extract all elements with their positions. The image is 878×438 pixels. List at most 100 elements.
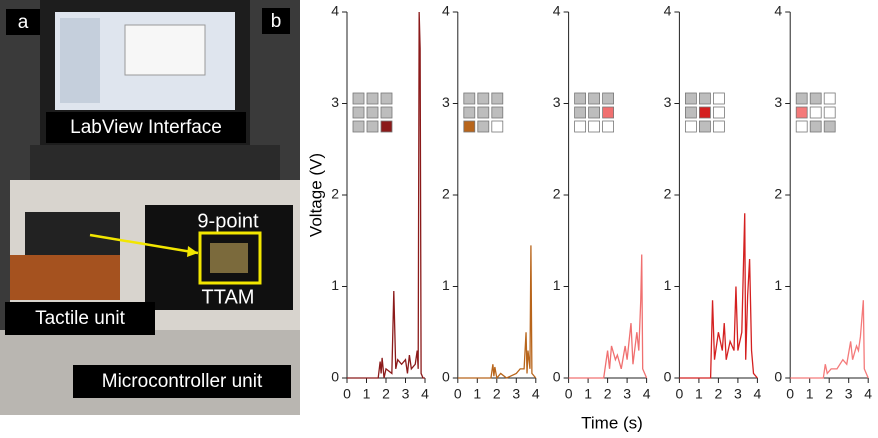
sensor-cell	[463, 120, 476, 133]
sensor-cell	[574, 120, 586, 133]
x-tick-label: 2	[825, 386, 833, 402]
sensor-cell	[491, 106, 504, 119]
sensor-cell	[463, 106, 476, 119]
sensor-cell	[491, 92, 504, 105]
x-tick-label: 3	[512, 386, 520, 402]
sensor-cell	[366, 106, 379, 119]
sensor-cell	[380, 92, 393, 105]
y-tick-label: 3	[442, 94, 450, 110]
photo-label: Tactile unit	[35, 308, 125, 329]
x-tick-label: 2	[382, 386, 390, 402]
y-tick-label: 4	[442, 3, 450, 19]
y-tick-label: 4	[331, 3, 339, 19]
sensor-cell	[823, 106, 836, 119]
sensor-cell	[602, 120, 614, 133]
sensor-cell	[366, 120, 379, 133]
y-tick-label: 1	[664, 277, 672, 293]
sensor-cell	[602, 106, 614, 119]
sensor-cell	[809, 106, 822, 119]
label-box	[46, 112, 246, 143]
sensor-cell	[809, 92, 822, 105]
x-tick-label: 2	[604, 386, 612, 402]
photo-label: Microcontroller unit	[102, 371, 263, 392]
sensor-cell	[588, 120, 600, 133]
y-tick-label: 4	[553, 3, 561, 19]
sensor-cell	[823, 120, 836, 133]
x-tick-label: 3	[734, 386, 742, 402]
label-box	[262, 8, 290, 34]
sensor-cell	[602, 92, 614, 105]
sensor-cell	[463, 92, 476, 105]
sensor-cell	[574, 106, 586, 119]
y-tick-label: 2	[664, 186, 672, 202]
sensor-cell	[713, 106, 725, 119]
y-tick-label: 1	[774, 277, 782, 293]
x-tick-label: 0	[565, 386, 573, 402]
sensor-cell	[699, 106, 711, 119]
x-tick-label: 4	[421, 386, 429, 402]
photo	[0, 0, 300, 415]
sensor-cell	[380, 106, 393, 119]
signal-line	[790, 300, 869, 379]
y-tick-label: 2	[442, 186, 450, 202]
x-tick-label: 4	[864, 386, 872, 402]
x-tick-label: 0	[343, 386, 351, 402]
sensor-cell	[685, 120, 697, 133]
x-tick-label: 0	[786, 386, 794, 402]
x-tick-label: 1	[695, 386, 703, 402]
sensor-cell	[685, 106, 697, 119]
sensor-cell	[795, 106, 808, 119]
photo-label: TTAM	[202, 286, 255, 308]
x-tick-label: 1	[473, 386, 481, 402]
y-tick-label: 0	[442, 369, 450, 385]
sensor-cell	[477, 106, 490, 119]
y-tick-label: 0	[553, 369, 561, 385]
x-tick-label: 2	[493, 386, 501, 402]
y-tick-label: 4	[774, 3, 782, 19]
y-tick-label: 3	[553, 94, 561, 110]
photo-label: LabView Interface	[70, 117, 222, 138]
x-tick-label: 3	[402, 386, 410, 402]
sensor-cell	[574, 92, 586, 105]
x-tick-label: 4	[532, 386, 540, 402]
y-tick-label: 1	[442, 277, 450, 293]
sensor-cell	[352, 106, 365, 119]
y-tick-label: 3	[664, 94, 672, 110]
y-tick-label: 0	[664, 369, 672, 385]
sensor-cell	[699, 92, 711, 105]
y-tick-label: 2	[553, 186, 561, 202]
label-box	[73, 365, 291, 398]
x-tick-label: 1	[806, 386, 814, 402]
label-box	[6, 9, 40, 35]
x-tick-label: 4	[643, 386, 651, 402]
x-tick-label: 2	[715, 386, 723, 402]
signal-line	[568, 254, 648, 379]
sensor-cell	[477, 92, 490, 105]
y-axis-label: Voltage (V)	[306, 153, 325, 237]
sensor-cell	[366, 92, 379, 105]
x-tick-label: 1	[363, 386, 371, 402]
sensor-cell	[713, 92, 725, 105]
sensor-cell	[795, 92, 808, 105]
y-tick-label: 3	[331, 94, 339, 110]
y-tick-label: 3	[774, 94, 782, 110]
sensor-cell	[713, 120, 725, 133]
x-tick-label: 3	[623, 386, 631, 402]
x-tick-label: 4	[754, 386, 762, 402]
sensor-cell	[795, 120, 808, 133]
sensor-cell	[352, 92, 365, 105]
y-tick-label: 2	[331, 186, 339, 202]
label-box	[5, 302, 155, 335]
sensor-cell	[823, 92, 836, 105]
signal-line	[679, 213, 758, 379]
sensor-cell	[588, 92, 600, 105]
y-tick-label: 4	[664, 3, 672, 19]
photo-label: 9-point	[197, 210, 259, 232]
y-tick-label: 1	[331, 277, 339, 293]
x-tick-label: 3	[845, 386, 853, 402]
signal-line	[457, 245, 537, 380]
panel-label: b	[271, 11, 282, 32]
sensor-cell	[352, 120, 365, 133]
y-tick-label: 2	[774, 186, 782, 202]
